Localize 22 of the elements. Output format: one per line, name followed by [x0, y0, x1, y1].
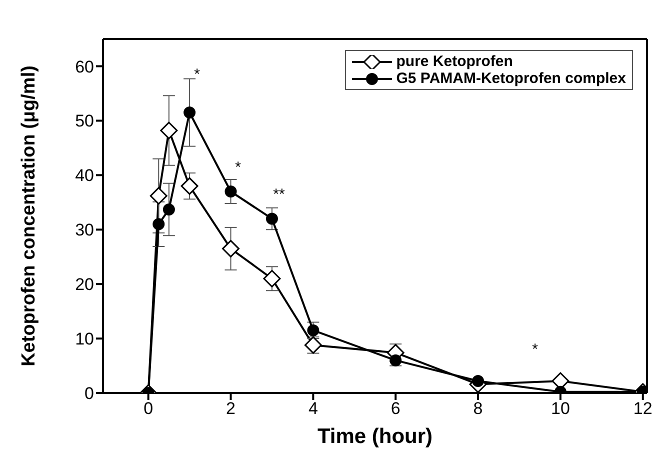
annotation: * [532, 341, 538, 358]
y-tick-label: 30 [75, 220, 94, 240]
x-tick-label: 4 [308, 399, 318, 418]
x-axis-title: Time (hour) [317, 425, 433, 448]
x-tick-label: 0 [144, 399, 154, 418]
y-tick-label: 0 [84, 384, 94, 404]
x-tick-label: 10 [550, 399, 570, 418]
annotation: ** [273, 186, 285, 203]
legend-label: G5 PAMAM-Ketoprofen complex [396, 70, 626, 87]
y-tick-label: 10 [75, 330, 94, 349]
y-axis-title: Ketoprofen concentration (μg/ml) [18, 66, 40, 366]
x-tick-label: 2 [226, 399, 236, 418]
y-tick-label: 40 [75, 166, 94, 186]
y-tick-label: 20 [75, 275, 94, 294]
x-tick-label: 8 [473, 399, 483, 418]
y-tick-label: 50 [75, 112, 94, 131]
legend-label: pure Ketoprofen [396, 53, 513, 70]
x-tick-label: 6 [390, 399, 400, 418]
annotation: * [235, 159, 242, 176]
x-tick-label: 12 [633, 399, 652, 418]
y-tick-label: 60 [75, 57, 94, 76]
annotation: * [194, 66, 200, 83]
